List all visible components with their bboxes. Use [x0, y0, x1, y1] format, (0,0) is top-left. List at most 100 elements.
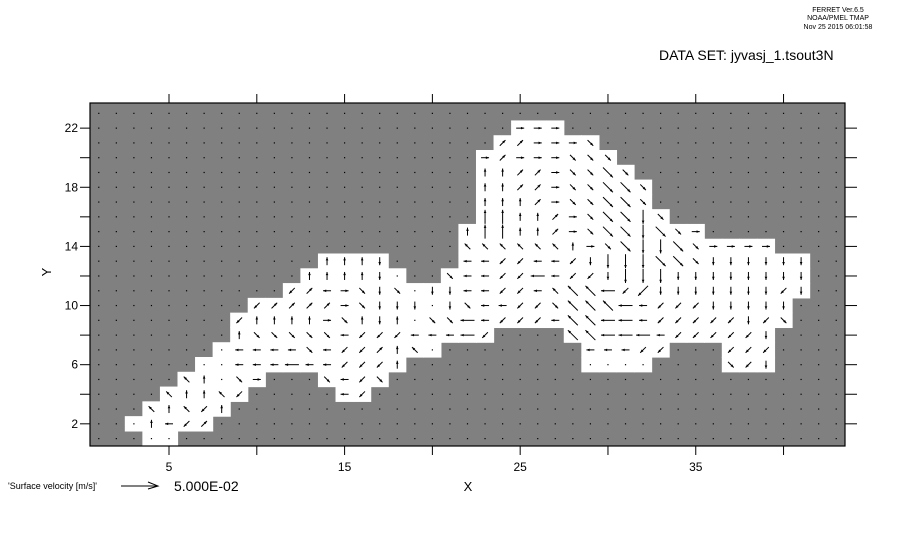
vector-head — [603, 300, 607, 304]
land-grid-dot — [818, 423, 820, 425]
vector-arrow — [220, 405, 223, 414]
vector-head — [499, 275, 503, 279]
vector-arrow — [621, 348, 630, 352]
land-grid-dot — [414, 112, 416, 114]
vector-arrow — [694, 286, 698, 295]
vector-head — [641, 264, 645, 269]
vector-arrow — [183, 420, 190, 428]
land-grid-dot — [537, 393, 539, 395]
land-grid-dot — [326, 231, 328, 233]
vector-arrow — [726, 245, 735, 248]
vector-head — [359, 334, 363, 338]
land-grid-dot — [712, 408, 714, 410]
land-grid-dot — [466, 186, 469, 188]
land-grid-dot — [712, 423, 714, 425]
land-grid-dot — [414, 393, 416, 395]
land-grid-dot — [256, 408, 258, 410]
land-grid-dot — [203, 112, 205, 114]
land-grid-dot — [695, 364, 697, 366]
vector-head — [627, 218, 631, 222]
land-grid-dot — [168, 290, 170, 292]
land-grid-dot — [291, 378, 293, 381]
vector-arrow — [672, 241, 684, 252]
land-grid-dot — [221, 112, 223, 114]
land-grid-dot — [431, 231, 433, 233]
vector-arrow — [445, 333, 454, 337]
vector-arrow — [729, 271, 733, 280]
land-grid-dot — [800, 231, 802, 233]
vector-arrow — [764, 360, 768, 369]
land-grid-dot — [361, 171, 363, 174]
vector-head — [360, 316, 364, 320]
y-tick-label: 2 — [71, 417, 78, 431]
vector-head — [627, 203, 631, 208]
vector-arrow — [694, 271, 698, 280]
land-grid-dot — [361, 142, 363, 144]
vector-head — [556, 126, 560, 130]
land-grid-dot — [624, 157, 627, 159]
land-grid-dot — [203, 231, 205, 233]
vector-arrow — [288, 331, 296, 339]
land-grid-dot — [221, 201, 223, 203]
land-grid-dot — [133, 260, 135, 262]
x-tick-label: 35 — [689, 460, 703, 474]
land-grid-dot — [695, 171, 697, 174]
vector-arrow — [200, 405, 208, 413]
land-grid-dot — [133, 438, 135, 440]
land-grid-dot — [150, 364, 153, 366]
vector-arrow — [481, 319, 490, 322]
land-grid-dot — [818, 334, 820, 336]
vector-head — [556, 156, 560, 160]
land-grid-dot — [326, 438, 328, 440]
land-grid-dot — [238, 112, 240, 114]
land-grid-dot — [115, 231, 117, 233]
vector-arrow — [460, 319, 475, 322]
vector-arrow — [221, 378, 223, 381]
vector-arrow — [410, 333, 419, 337]
land-grid-dot — [660, 438, 662, 440]
land-grid-dot — [256, 142, 258, 144]
land-grid-dot — [150, 304, 153, 307]
vector-head — [764, 261, 768, 266]
vector-head — [728, 334, 732, 338]
vector-head — [641, 235, 645, 239]
vector-arrow — [587, 228, 594, 235]
land-grid-dot — [326, 393, 328, 395]
land-grid-dot — [519, 423, 521, 425]
land-grid-dot — [396, 408, 398, 410]
land-grid-dot — [150, 334, 153, 336]
vector-arrow — [552, 228, 559, 235]
land-grid-dot — [782, 142, 785, 144]
land-grid-dot — [308, 260, 311, 262]
vector-arrow — [692, 331, 699, 339]
vector-arrow — [534, 317, 541, 324]
vector-arrow — [516, 184, 524, 191]
vector-arrow — [483, 209, 487, 224]
vector-head — [378, 321, 382, 325]
land-grid-dot — [747, 216, 750, 218]
vector-head — [764, 291, 768, 295]
vector-arrow — [676, 286, 680, 295]
land-grid-dot — [660, 157, 662, 159]
vector-head — [235, 363, 239, 366]
vector-arrow — [270, 348, 279, 352]
vector-arrow — [692, 302, 699, 309]
land-grid-dot — [343, 127, 346, 129]
vector-head — [676, 291, 680, 295]
land-grid-dot — [150, 319, 153, 321]
vector-arrow — [183, 376, 190, 383]
vector-head — [764, 306, 768, 310]
vector-head — [675, 334, 679, 338]
land-grid-dot — [765, 142, 767, 144]
vector-arrow — [394, 287, 401, 294]
vector-arrow — [712, 286, 715, 295]
land-grid-dot — [747, 157, 750, 159]
land-grid-dot — [747, 438, 750, 440]
land-grid-dot — [326, 201, 328, 203]
vector-head — [618, 304, 622, 307]
vector-arrow — [483, 168, 487, 177]
land-grid-dot — [660, 393, 662, 395]
vector-arrow — [712, 271, 715, 280]
land-grid-dot — [221, 171, 223, 174]
vector-arrow — [534, 184, 541, 191]
